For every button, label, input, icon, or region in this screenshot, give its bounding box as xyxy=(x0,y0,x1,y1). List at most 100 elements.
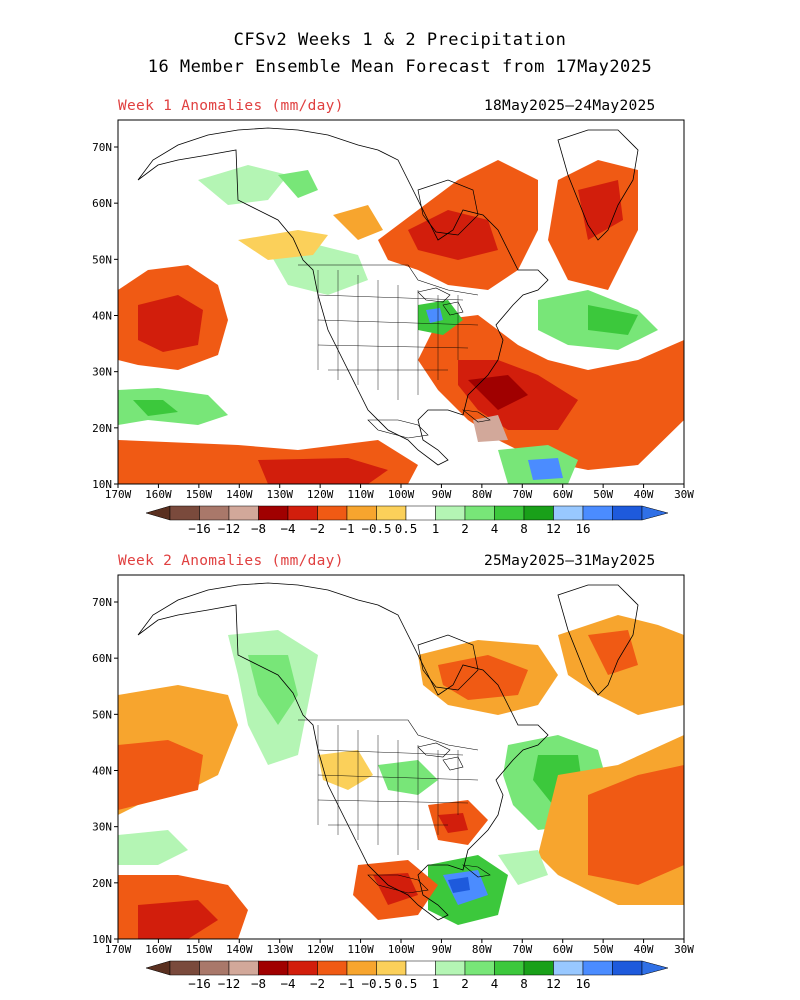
colorbar-segment xyxy=(405,960,436,976)
lon-tick-label: 130W xyxy=(266,488,293,501)
colorbar-label: −12 xyxy=(218,521,241,536)
colorbar-segment xyxy=(612,505,643,521)
lon-tick-label: 30W xyxy=(674,488,694,501)
lon-tick-label: 140W xyxy=(226,943,253,956)
lon-tick-label: 170W xyxy=(105,943,132,956)
colorbar-segment xyxy=(258,960,289,976)
figure-title-line2: 16 Member Ensemble Mean Forecast from 17… xyxy=(147,57,653,77)
colorbar-segment xyxy=(346,505,377,521)
colorbar-segment xyxy=(317,505,348,521)
lon-tick-label: 30W xyxy=(674,943,694,956)
colorbar-label: 1 xyxy=(432,976,440,991)
colorbar-label: −4 xyxy=(280,521,295,536)
colorbar-segment xyxy=(494,505,525,521)
lon-tick-label: 80W xyxy=(472,488,492,501)
lon-tick-label: 100W xyxy=(388,943,415,956)
colorbar-right-arrow xyxy=(641,960,669,976)
colorbar-label: 1 xyxy=(432,521,440,536)
lon-tick-label: 170W xyxy=(105,488,132,501)
lon-tick-label: 70W xyxy=(512,943,532,956)
colorbar-segment xyxy=(582,960,613,976)
lon-tick-label: 60W xyxy=(553,943,573,956)
colorbar-right-arrow xyxy=(641,505,669,521)
colorbar-left-arrow xyxy=(145,505,171,521)
colorbar-label: 12 xyxy=(546,521,561,536)
lon-tick-label: 150W xyxy=(186,488,213,501)
lon-tick-label: 70W xyxy=(512,488,532,501)
colorbar-segment xyxy=(287,505,318,521)
lat-tick-label: 70N xyxy=(92,596,112,609)
lat-tick-label: 10N xyxy=(92,478,112,491)
colorbar-segment xyxy=(376,960,407,976)
lon-tick-label: 100W xyxy=(388,488,415,501)
week2-dates: 25May2025–31May2025 xyxy=(484,553,656,569)
figure-title-line1: CFSv2 Weeks 1 & 2 Precipitation xyxy=(233,30,567,50)
lon-tick-label: 130W xyxy=(266,943,293,956)
colorbar-label: 16 xyxy=(575,976,590,991)
lat-tick-label: 40N xyxy=(92,310,112,323)
week1-subtitle: Week 1 Anomalies (mm/day) xyxy=(118,98,344,114)
lon-tick-label: 40W xyxy=(634,488,654,501)
lat-tick-label: 30N xyxy=(92,821,112,834)
colorbar-segment xyxy=(464,960,495,976)
lon-tick-label: 60W xyxy=(553,488,573,501)
colorbar-label: −12 xyxy=(218,976,241,991)
colorbar-label: 0.5 xyxy=(395,976,418,991)
lat-tick-label: 50N xyxy=(92,708,112,721)
lon-tick-label: 120W xyxy=(307,943,334,956)
colorbar-label: −16 xyxy=(188,521,211,536)
colorbar-label: −0.5 xyxy=(361,976,391,991)
lat-tick-label: 50N xyxy=(92,253,112,266)
lon-tick-label: 50W xyxy=(593,488,613,501)
lon-tick-label: 140W xyxy=(226,488,253,501)
lon-tick-label: 120W xyxy=(307,488,334,501)
colorbar-segment xyxy=(553,960,584,976)
colorbar-segment xyxy=(494,960,525,976)
colorbar-segment xyxy=(464,505,495,521)
week1-dates: 18May2025–24May2025 xyxy=(484,98,656,114)
lon-tick-label: 40W xyxy=(634,943,654,956)
week1-map-panel xyxy=(117,119,685,485)
colorbar-segment xyxy=(169,505,200,521)
lon-tick-label: 90W xyxy=(431,943,451,956)
lon-tick-label: 160W xyxy=(145,943,172,956)
colorbar-segment xyxy=(169,960,200,976)
colorbar-label: 16 xyxy=(575,521,590,536)
lat-tick-label: 20N xyxy=(92,422,112,435)
colorbar-segment xyxy=(405,505,436,521)
colorbar-label: 0.5 xyxy=(395,521,418,536)
lat-tick-label: 70N xyxy=(92,141,112,154)
colorbar-label: 2 xyxy=(461,521,469,536)
week2-subtitle: Week 2 Anomalies (mm/day) xyxy=(118,553,344,569)
colorbar-label: −16 xyxy=(188,976,211,991)
colorbar-label: 4 xyxy=(491,521,499,536)
colorbar-segment xyxy=(317,960,348,976)
colorbar-segment xyxy=(523,505,554,521)
colorbar-segment xyxy=(523,960,554,976)
colorbar-segment xyxy=(228,505,259,521)
lat-tick-label: 60N xyxy=(92,652,112,665)
lon-tick-label: 110W xyxy=(347,943,374,956)
colorbar-segment xyxy=(346,960,377,976)
colorbar-segment xyxy=(199,960,230,976)
lon-tick-label: 150W xyxy=(186,943,213,956)
colorbar-segment xyxy=(258,505,289,521)
colorbar-segment xyxy=(435,505,466,521)
lon-tick-label: 110W xyxy=(347,488,374,501)
lat-tick-label: 40N xyxy=(92,765,112,778)
colorbar-label: −2 xyxy=(310,521,325,536)
colorbar-segment xyxy=(612,960,643,976)
colorbar-segment xyxy=(287,960,318,976)
lat-tick-label: 10N xyxy=(92,933,112,946)
lat-tick-label: 20N xyxy=(92,877,112,890)
colorbar-label: 2 xyxy=(461,976,469,991)
colorbar-segment xyxy=(376,505,407,521)
colorbar-label: −4 xyxy=(280,976,295,991)
colorbar-label: 8 xyxy=(520,976,528,991)
lon-tick-label: 50W xyxy=(593,943,613,956)
colorbar-segment xyxy=(435,960,466,976)
colorbar-label: −0.5 xyxy=(361,521,391,536)
lon-tick-label: 90W xyxy=(431,488,451,501)
colorbar-segment xyxy=(582,505,613,521)
